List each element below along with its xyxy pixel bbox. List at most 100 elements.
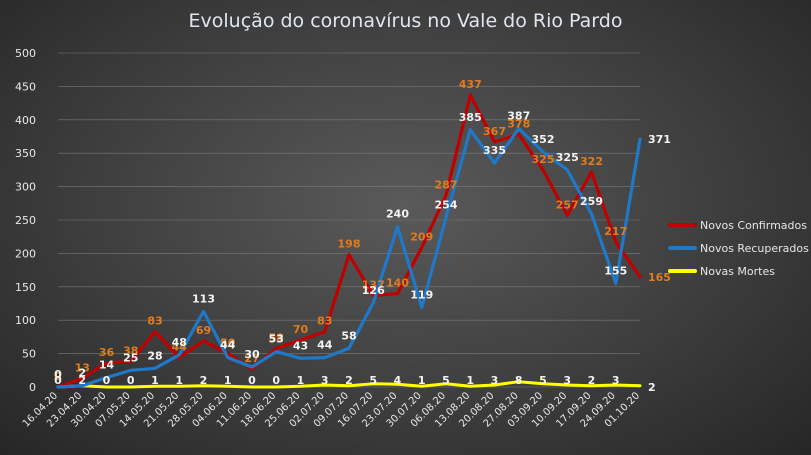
data-label: 48 <box>172 336 187 349</box>
data-label: 0 <box>103 374 111 387</box>
data-label: 137 <box>362 278 385 291</box>
data-label: 0 <box>54 368 62 381</box>
data-label: 14 <box>99 359 115 372</box>
data-label: 387 <box>507 109 530 122</box>
data-label: 119 <box>410 289 433 302</box>
legend-label: Novas Mortes <box>700 265 775 278</box>
y-axis-ticks: 0 50 100 150 200 250 300 350 400 450 500 <box>15 47 36 394</box>
y-tick-label: 350 <box>15 147 36 160</box>
y-tick-label: 400 <box>15 114 36 127</box>
data-label: 3 <box>491 374 499 387</box>
series-line-1 <box>56 93 642 389</box>
y-tick-label: 0 <box>29 381 36 394</box>
data-label: 385 <box>459 111 482 124</box>
y-tick-label: 450 <box>15 80 36 93</box>
y-tick-label: 150 <box>15 281 36 294</box>
data-label: 2 <box>200 374 208 387</box>
data-label: 5 <box>539 374 547 387</box>
data-label: 165 <box>648 271 671 284</box>
data-label: 0 <box>248 374 256 387</box>
data-label: 322 <box>580 155 603 168</box>
data-label: 70 <box>293 323 309 336</box>
data-label: 0 <box>272 374 280 387</box>
data-label: 254 <box>435 198 458 211</box>
x-axis-ticks: 16.04.2023.04.2030.04.2007.05.2014.05.20… <box>21 390 642 429</box>
data-label: 1 <box>418 374 426 387</box>
data-label: 240 <box>386 208 409 221</box>
data-label: 44 <box>172 341 188 354</box>
data-label: 5 <box>369 374 377 387</box>
data-label: 217 <box>604 225 627 238</box>
data-label: 83 <box>317 315 332 328</box>
data-label: 3 <box>321 374 329 387</box>
data-label: 36 <box>99 346 115 359</box>
data-label: 259 <box>580 195 603 208</box>
legend-label: Novos Recuperados <box>700 242 809 255</box>
data-label: 0 <box>54 374 62 387</box>
data-label: 2 <box>78 374 86 387</box>
data-label: 3 <box>612 374 620 387</box>
series-line-2 <box>56 126 642 389</box>
data-label: 43 <box>293 339 308 352</box>
series-lines <box>56 93 642 389</box>
y-tick-label: 300 <box>15 181 36 194</box>
data-label: 1 <box>224 374 232 387</box>
data-label: 44 <box>317 339 333 352</box>
data-label: 2 <box>345 374 353 387</box>
data-label: 30 <box>244 348 260 361</box>
data-label: 27 <box>244 352 259 365</box>
y-tick-label: 100 <box>15 314 36 327</box>
y-tick-label: 500 <box>15 47 36 60</box>
data-label: 5 <box>442 374 450 387</box>
data-label: 1 <box>175 374 183 387</box>
data-label: 335 <box>483 144 506 157</box>
data-label: 371 <box>648 133 671 146</box>
data-label: 155 <box>604 264 627 277</box>
data-label: 378 <box>507 117 530 130</box>
data-label: 8 <box>515 374 523 387</box>
data-label: 325 <box>556 151 579 164</box>
data-label: 287 <box>435 178 458 191</box>
data-label: 2 <box>588 374 596 387</box>
data-label: 58 <box>341 329 356 342</box>
data-label: 25 <box>123 351 138 364</box>
data-label: 83 <box>147 315 162 328</box>
data-label: 53 <box>269 333 284 346</box>
chart-title: Evolução do coronavírus no Vale do Rio P… <box>188 10 623 32</box>
data-label: 2 <box>648 381 656 394</box>
y-tick-label: 250 <box>15 214 36 227</box>
data-label: 28 <box>147 349 162 362</box>
data-label: 367 <box>483 125 506 138</box>
data-label: 3 <box>563 374 571 387</box>
data-label: 69 <box>196 324 211 337</box>
data-label: 140 <box>386 276 409 289</box>
data-label: 1 <box>466 374 474 387</box>
data-label: 44 <box>220 339 236 352</box>
data-label: 58 <box>269 331 284 344</box>
data-label: 257 <box>556 198 579 211</box>
data-label: 1 <box>151 374 159 387</box>
legend: Novos Confirmados Novos Recuperados Novas … <box>668 219 809 278</box>
data-label: 1 <box>297 374 305 387</box>
data-label: 0 <box>127 374 135 387</box>
series-line-3 <box>56 380 642 389</box>
data-label: 0 <box>54 370 62 383</box>
y-tick-label: 200 <box>15 247 36 260</box>
data-label: 126 <box>362 284 385 297</box>
data-label: 437 <box>459 78 482 91</box>
data-label: 4 <box>394 374 402 387</box>
y-tick-label: 50 <box>22 348 36 361</box>
data-label: 198 <box>338 238 361 251</box>
data-label: 113 <box>192 293 215 306</box>
data-label: 2 <box>78 367 86 380</box>
legend-label: Novos Confirmados <box>700 219 807 232</box>
data-label: 38 <box>123 345 138 358</box>
data-label: 13 <box>75 361 90 374</box>
data-label: 325 <box>532 153 555 166</box>
data-label: 50 <box>220 337 236 350</box>
data-label: 209 <box>410 230 433 243</box>
data-label: 352 <box>532 133 555 146</box>
